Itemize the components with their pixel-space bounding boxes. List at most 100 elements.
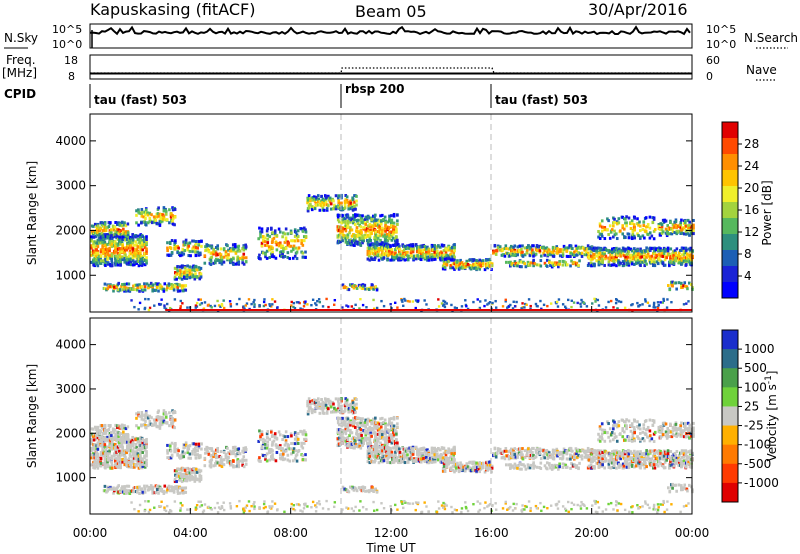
velocity-cell — [148, 414, 152, 418]
power-cell — [520, 247, 523, 251]
power-cell — [624, 255, 627, 259]
power-cell — [173, 275, 177, 279]
velocity-cell — [101, 431, 105, 435]
power-cell — [197, 298, 200, 301]
power-cell — [318, 208, 322, 212]
power-cell — [412, 247, 415, 251]
power-cell — [304, 234, 308, 238]
power-cell — [116, 230, 119, 234]
power-cell — [333, 206, 336, 210]
power-cell — [265, 229, 269, 233]
power-cell — [354, 207, 357, 211]
power-cell — [503, 247, 507, 251]
colorbar-cell — [722, 186, 738, 203]
power-cell — [356, 235, 360, 239]
velocity-cell — [110, 442, 114, 446]
power-cell — [480, 262, 484, 266]
power-cell — [286, 255, 290, 259]
power-cell — [614, 248, 618, 252]
velocity-cell — [121, 460, 124, 464]
velocity-cell — [222, 463, 226, 467]
velocity-cell — [135, 464, 139, 468]
power-cell — [96, 264, 100, 268]
power-cell — [137, 208, 140, 212]
power-cell — [281, 252, 284, 256]
power-cell — [375, 249, 379, 253]
power-cell — [469, 266, 473, 270]
power-cell — [151, 288, 155, 292]
power-cell — [453, 262, 456, 266]
power-cell — [351, 196, 354, 200]
velocity-cell — [123, 487, 126, 491]
power-cell — [442, 262, 446, 266]
velocity-cell — [120, 450, 124, 454]
power-cell — [157, 214, 160, 218]
power-cell — [684, 251, 688, 255]
power-cell — [224, 250, 228, 254]
power-cell — [118, 288, 122, 292]
power-cell — [539, 259, 543, 263]
velocity-cell — [114, 432, 117, 436]
power-cell — [265, 243, 269, 247]
power-cell — [612, 259, 616, 263]
velocity-cell — [164, 421, 167, 425]
power-cell — [129, 246, 133, 250]
power-cell — [627, 261, 631, 265]
velocity-cell — [100, 434, 104, 438]
colorbar-tick-label: 16 — [744, 203, 759, 217]
power-cell — [442, 249, 446, 253]
power-cell — [674, 220, 678, 224]
power-cell — [310, 208, 314, 212]
velocity-cell — [104, 447, 108, 451]
power-cell — [556, 247, 559, 251]
velocity-cell — [127, 457, 131, 461]
power-cell — [669, 255, 673, 259]
power-cell — [320, 194, 323, 198]
power-cell — [220, 256, 224, 260]
velocity-cell — [166, 449, 169, 453]
power-cell — [145, 240, 148, 244]
velocity-cell — [157, 409, 160, 413]
velocity-cell — [106, 489, 109, 493]
velocity-cell — [170, 487, 174, 491]
power-cell — [367, 249, 371, 253]
power-cell — [410, 254, 414, 258]
power-cell — [649, 256, 653, 260]
power-cell — [124, 234, 128, 238]
velocity-cell — [123, 461, 127, 465]
velocity-cell — [177, 449, 180, 453]
velocity-cell — [99, 440, 102, 444]
power-cell — [593, 249, 596, 253]
power-cell — [661, 301, 664, 304]
power-cell — [371, 283, 374, 287]
power-cell — [639, 247, 642, 251]
power-cell — [373, 215, 376, 219]
power-cell — [589, 261, 593, 265]
power-cell — [268, 304, 272, 308]
velocity-cell — [145, 450, 148, 454]
power-cell — [119, 229, 123, 233]
power-cell — [131, 235, 135, 239]
power-cell — [378, 224, 382, 228]
power-cell — [677, 259, 680, 263]
power-cell — [123, 282, 127, 286]
power-cell — [514, 261, 517, 265]
power-cell — [532, 244, 535, 248]
power-cell — [107, 225, 111, 229]
velocity-cell — [173, 469, 177, 473]
power-cell — [116, 221, 119, 225]
power-cell — [131, 238, 135, 242]
power-cell — [684, 221, 687, 225]
power-cell — [615, 221, 619, 225]
power-cell — [181, 264, 185, 268]
power-cell — [339, 229, 342, 233]
velocity-cell — [114, 435, 117, 439]
power-cell — [104, 235, 108, 239]
power-cell — [682, 232, 686, 236]
power-cell — [359, 285, 362, 289]
power-cell — [384, 236, 387, 240]
power-cell — [226, 258, 229, 262]
power-cell — [680, 218, 683, 222]
power-cell — [216, 253, 220, 257]
velocity-cell — [214, 456, 218, 460]
